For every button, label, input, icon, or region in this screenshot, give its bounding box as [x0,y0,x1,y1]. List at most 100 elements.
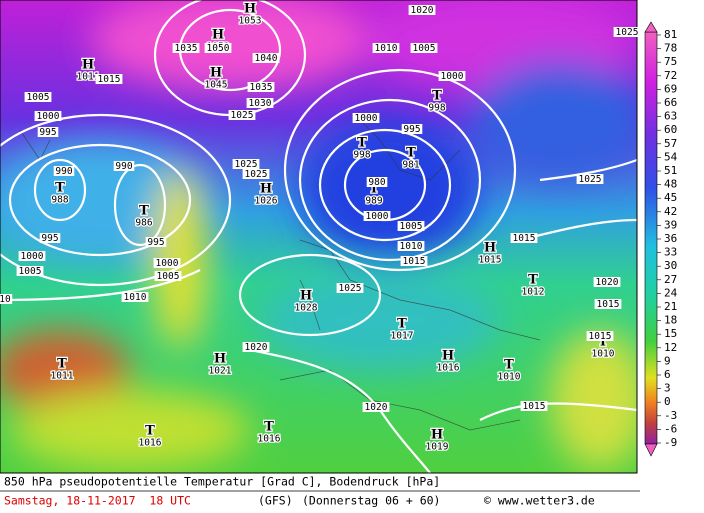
colorbar-label: 30 [664,259,677,272]
colorbar-label: 63 [664,110,677,123]
colorbar-label: 57 [664,137,677,150]
isobar-label: 1035 [175,43,198,54]
center-symbol: H [484,241,496,256]
center-value: 1021 [209,366,232,377]
colorbar-label: 15 [664,327,677,340]
caption-run: (Donnerstag 06 + 60) [302,494,440,508]
isobar-label-bg [228,110,256,120]
isobar-label: 995 [403,124,420,135]
isobar-label-bg [401,124,423,134]
isobar-label-bg [586,331,614,341]
center-symbol: T [406,146,416,161]
isobar-label-bg [510,233,538,243]
isobar-label-bg [593,277,621,287]
center-value: 1012 [522,287,545,298]
isobar-label-bg [362,402,390,412]
colorbar-label: 72 [664,69,677,82]
center-value: 1011 [77,72,100,83]
center-value: 998 [428,103,445,114]
colorbar-label: 36 [664,232,677,245]
isobar-label: 995 [147,237,164,248]
isobar-label: 980 [368,177,385,188]
isobar-label: 1000 [21,251,44,262]
isobar-label-bg [352,113,380,123]
isobar-label: 10 [0,294,11,305]
isobar-label: 1005 [19,266,42,277]
center-value: 1019 [426,442,449,453]
caption-date: Samstag, 18-11-2017 18 UTC [4,494,191,508]
isobar-label: 1035 [250,82,273,93]
center-value: 986 [135,218,152,229]
isobar-label: 1025 [579,174,602,185]
center-symbol: H [442,349,454,364]
isobar-label-bg [37,127,59,137]
isobar-label: 1005 [413,43,436,54]
center-value: 1010 [498,372,521,383]
colorbar-label: 45 [664,191,677,204]
center-symbol: H [214,352,226,367]
center-symbol: H [300,289,312,304]
isobar-label: 1025 [616,27,639,38]
center-value: 989 [365,196,382,207]
isobar-label: 990 [55,166,72,177]
isobar-label: 1000 [441,71,464,82]
colorbar-label: 75 [664,55,677,68]
isobar-label: 1020 [365,402,388,413]
center-value: 998 [353,150,370,161]
isobar-label: 1025 [235,159,258,170]
colorbar-label: 51 [664,164,677,177]
isobar-label: 1025 [245,169,268,180]
isobar-label-bg [204,43,232,53]
isobar-label-bg [613,27,641,37]
colorbar-label: 81 [664,28,677,41]
colorbar-label: 9 [664,354,671,367]
isobar-label: 995 [39,127,56,138]
center-value: 1015 [479,255,502,266]
isobar-label: 1015 [523,401,546,412]
center-value: 1028 [295,303,318,314]
isobar-label-bg [113,161,135,171]
isobar-label-bg [95,74,123,84]
isobar-label-bg [363,211,391,221]
colorbar-label: 12 [664,341,677,354]
center-value: 1010 [592,349,615,360]
isobar-label: 1000 [156,258,179,269]
isobar-label: 1040 [255,53,278,64]
colorbar-arrows [644,21,658,457]
isobar-label: 1025 [339,283,362,294]
map-frame [0,0,638,474]
isobar-label-bg [400,256,428,266]
isobar-label-bg [0,294,13,304]
isobar-label-bg [18,251,46,261]
center-symbol: H [431,428,443,443]
colorbar-label: -9 [664,436,677,449]
center-value: 1016 [139,438,162,449]
isobar-label: 1050 [207,43,230,54]
center-value: 1016 [258,434,281,445]
colorbar [644,31,658,445]
isobar-label: 1005 [27,92,50,103]
center-symbol: T [145,424,155,439]
isobar-label: 1015 [98,74,121,85]
isobar-label: 1010 [400,241,423,252]
center-symbol: T [264,420,274,435]
isobar-label: 1030 [249,98,272,109]
colorbar-label: 78 [664,42,677,55]
center-symbol: T [139,204,149,219]
center-symbol: T [397,317,407,332]
isobar-label-bg [242,169,270,179]
isobar-label: 1000 [355,113,378,124]
isobar-label-bg [247,82,275,92]
isobar-label-bg [242,342,270,352]
caption-credit: © www.wetter3.de [484,494,595,508]
isobar-label-bg [154,271,182,281]
isobar-label-bg [39,233,61,243]
colorbar-label: 48 [664,178,677,191]
isobar-label-bg [366,177,388,187]
colorbar-label: 3 [664,382,671,395]
colorbar-label: 0 [664,395,671,408]
caption-title: 850 hPa pseudopotentielle Temperatur [Gr… [4,475,440,489]
isobar-label-bg [594,299,622,309]
isobar-label-bg [145,237,167,247]
